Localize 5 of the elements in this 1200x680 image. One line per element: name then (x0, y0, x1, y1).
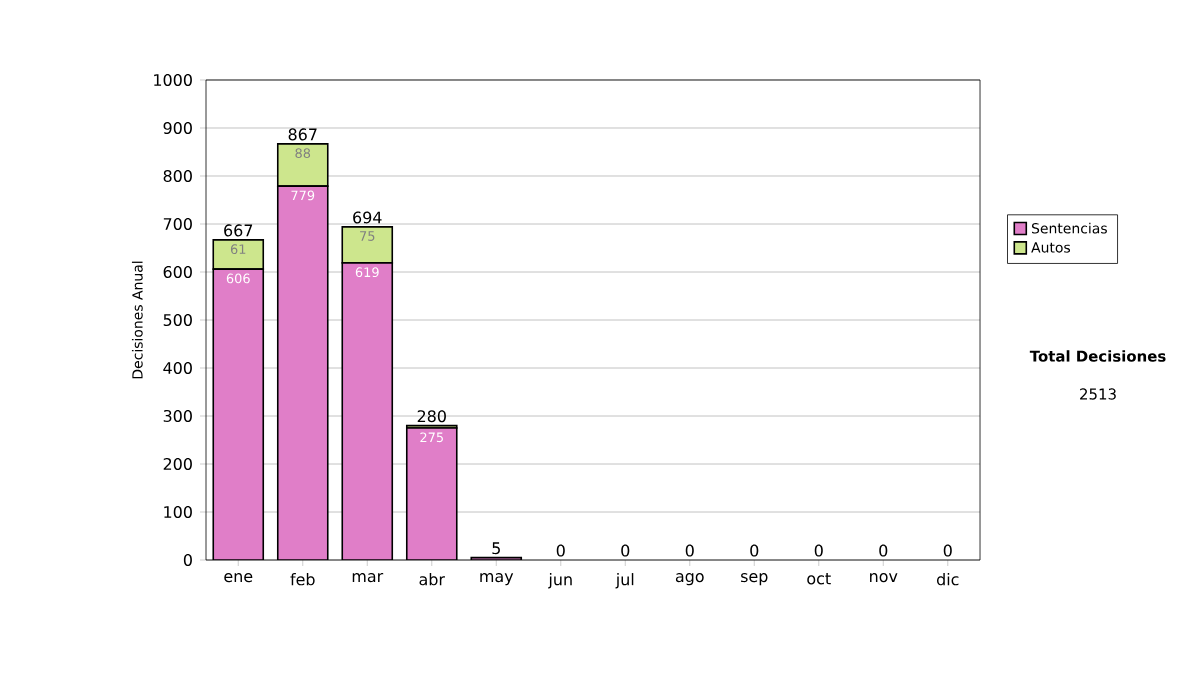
bar (276, 185, 329, 560)
bar (341, 226, 394, 264)
bar (341, 262, 394, 560)
bar (405, 427, 458, 560)
bar (212, 268, 265, 560)
